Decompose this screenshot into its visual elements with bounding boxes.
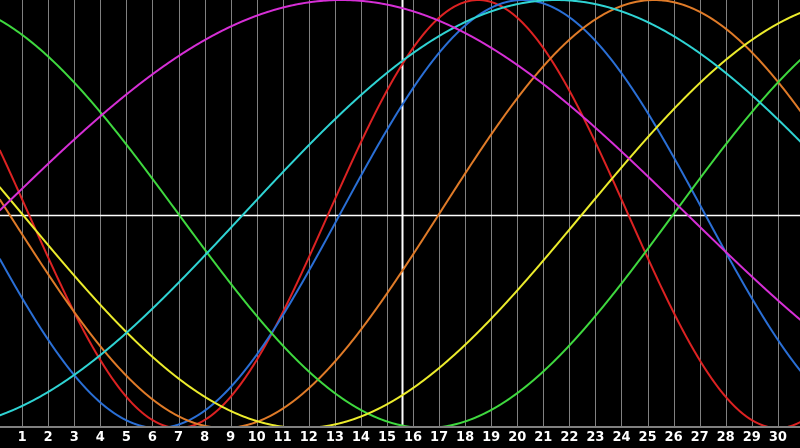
curve-intellectual	[0, 0, 800, 428]
x-tick-label-5: 5	[121, 430, 131, 445]
x-tick-label-27: 27	[690, 430, 709, 445]
x-tick-label-4: 4	[95, 430, 105, 445]
x-tick-label-11: 11	[273, 430, 292, 445]
curve-emotional	[0, 0, 800, 428]
x-tick-label-30: 30	[768, 430, 787, 445]
x-tick-label-13: 13	[325, 430, 344, 445]
curve-intuitive	[0, 19, 800, 428]
x-tick-label-24: 24	[612, 430, 631, 445]
biorhythm-curves	[0, 0, 800, 428]
x-tick-label-9: 9	[226, 430, 236, 445]
curve-physical	[0, 0, 800, 428]
axis-top-border	[0, 426, 800, 428]
x-tick-label-18: 18	[456, 430, 475, 445]
x-tick-label-20: 20	[508, 430, 527, 445]
x-tick-label-28: 28	[716, 430, 735, 445]
x-tick-label-23: 23	[586, 430, 605, 445]
x-tick-label-22: 22	[560, 430, 579, 445]
x-tick-label-12: 12	[299, 430, 318, 445]
x-axis-labels: 1 2 3 4 5 6 7 8 9 10 11 12 13 14 15 16 17 18 19 20 21 22 23 24 2…	[0, 428, 800, 448]
curve-aesthetic	[0, 11, 800, 428]
x-tick-label-25: 25	[638, 430, 657, 445]
x-tick-label-8: 8	[200, 430, 210, 445]
gridlines	[22, 0, 779, 428]
x-tick-label-19: 19	[482, 430, 501, 445]
x-tick-label-6: 6	[147, 430, 157, 445]
x-tick-label-2: 2	[43, 430, 53, 445]
plot-area	[0, 0, 800, 428]
plot-canvas	[0, 0, 800, 428]
x-tick-label-16: 16	[403, 430, 423, 445]
x-tick-label-17: 17	[430, 430, 449, 445]
x-tick-label-3: 3	[69, 430, 79, 445]
x-tick-label-26: 26	[664, 430, 683, 445]
curve-awareness	[0, 0, 800, 417]
x-tick-label-14: 14	[351, 430, 370, 445]
x-tick-label-10: 10	[247, 430, 266, 445]
x-tick-label-15: 15	[377, 430, 397, 445]
x-tick-label-29: 29	[742, 430, 761, 445]
x-tick-label-7: 7	[173, 430, 184, 445]
curve-spiritual	[0, 0, 800, 321]
x-tick-label-1: 1	[17, 430, 27, 445]
x-tick-label-21: 21	[534, 430, 553, 445]
